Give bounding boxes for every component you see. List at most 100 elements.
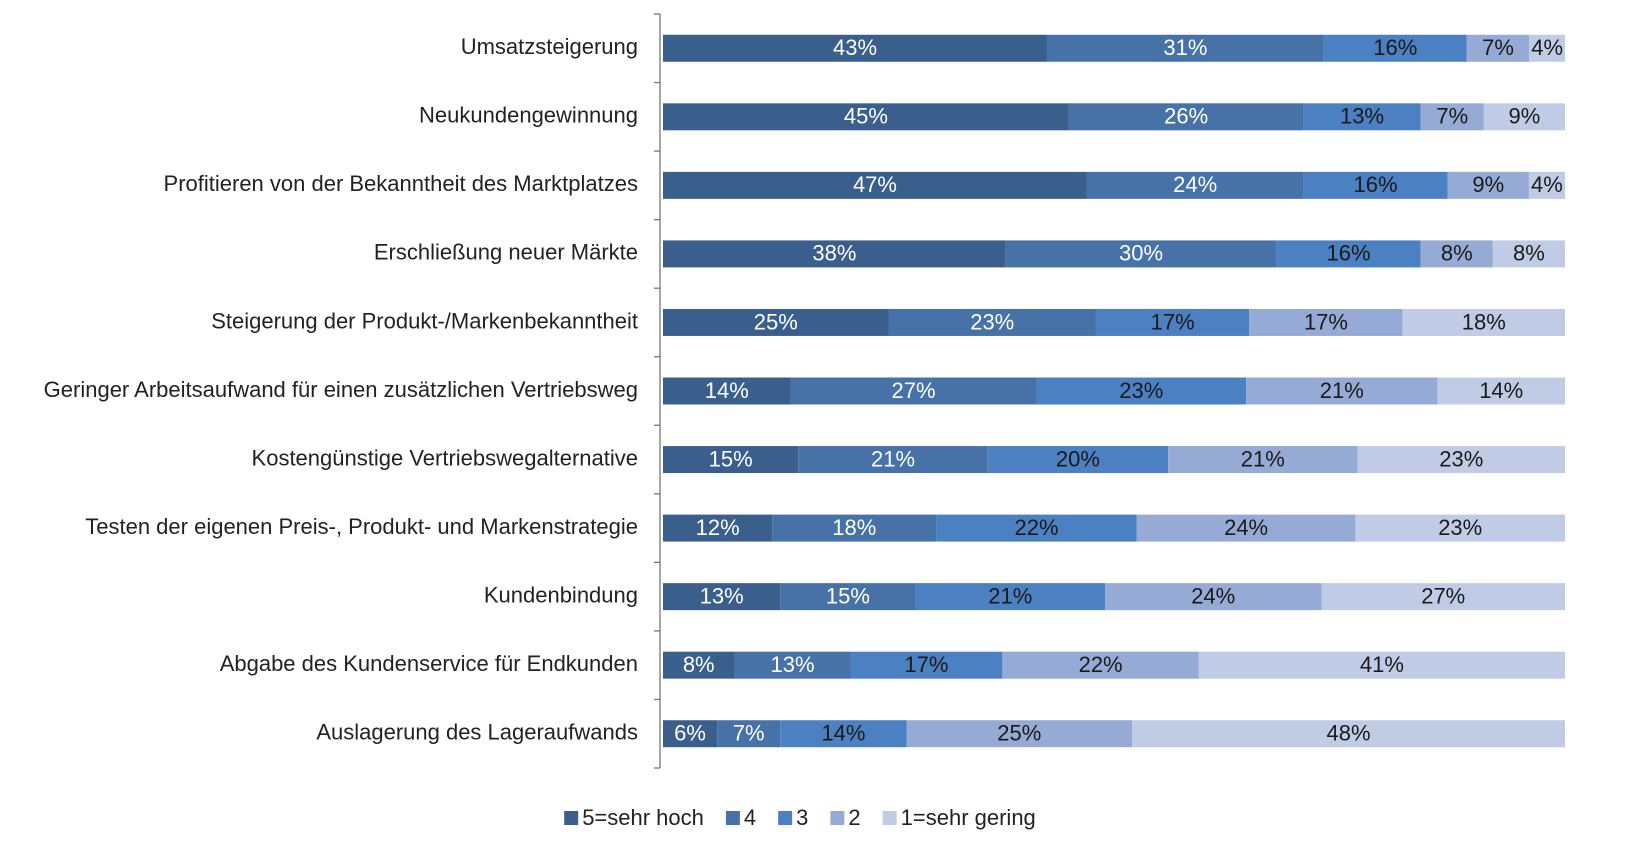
data-label: 16% [1354,172,1398,197]
bar-segment [987,446,1169,474]
data-label: 48% [1326,721,1370,746]
category-label: Geringer Arbeitsaufwand für einen zusätz… [44,377,638,402]
bar-segment [1357,446,1565,474]
bar-segment [936,514,1137,542]
bar-segment [780,720,907,748]
bar-segment [1402,308,1565,336]
bar-segment [1529,34,1565,62]
category-label: Umsatzsteigerung [461,34,638,59]
bar-segment [1246,377,1438,405]
bar-segment [1303,171,1448,199]
data-label: 23% [1438,515,1482,540]
data-label: 22% [1079,652,1123,677]
data-label: 17% [1151,309,1195,334]
bar-segment [1528,171,1565,199]
bar-segment [717,720,781,748]
category-label: Steigerung der Produkt-/Markenbekannthei… [211,308,638,333]
category-label: Kostengünstige Vertriebswegalternative [252,445,638,470]
legend-label: 4 [744,805,756,830]
legend-label: 1=sehr gering [901,805,1036,830]
data-label: 16% [1326,241,1370,266]
data-label: 4% [1531,172,1563,197]
bar-segment [1036,377,1247,405]
category-label: Kundenbindung [484,582,638,607]
data-label: 47% [853,172,897,197]
category-label: Abgabe des Kundenservice für Endkunden [220,651,638,676]
data-label: 25% [754,309,798,334]
bar-segment [1447,171,1529,199]
data-label: 21% [1241,446,1285,471]
data-label: 16% [1373,35,1417,60]
bar-segment [850,651,1003,679]
bar-segment [1005,240,1277,268]
bar-segment [1002,651,1199,679]
data-label: 15% [826,583,870,608]
data-label: 21% [871,446,915,471]
bar-segment [772,514,937,542]
legend-swatch [725,811,740,825]
bar-segment [1492,240,1565,268]
bar-segment [906,720,1133,748]
data-label: 24% [1191,583,1235,608]
bar-segment [1321,583,1565,611]
bar-segment [1136,514,1356,542]
data-label: 24% [1224,515,1268,540]
data-label: 14% [1479,378,1523,403]
bar-segment [1132,720,1565,748]
bar-segment [1437,377,1565,405]
data-label: 14% [705,378,749,403]
data-label: 23% [1119,378,1163,403]
data-label: 18% [832,515,876,540]
data-label: 38% [812,241,856,266]
bar-segment [798,446,988,474]
data-label: 18% [1462,309,1506,334]
category-label: Profitieren von der Bekanntheit des Mark… [164,171,638,196]
bar-segment [663,446,799,474]
bar-segment [1323,34,1467,62]
bar-segment [1420,240,1493,268]
bar-segment [663,103,1069,131]
data-label: 22% [1015,515,1059,540]
data-label: 23% [970,309,1014,334]
bar-segment [915,583,1105,611]
category-label: Auslagerung des Lageraufwands [316,720,638,745]
category-label: Neukundengewinnung [419,103,638,128]
bar-segment [1355,514,1565,542]
data-label: 17% [1304,309,1348,334]
bar-segment [1303,103,1421,131]
bar-segment [663,651,735,679]
bar-segment [663,377,791,405]
bar-segment [1249,308,1403,336]
data-label: 43% [833,35,877,60]
bar-segment [663,720,718,748]
bar-segment [663,308,889,336]
data-label: 9% [1509,104,1541,129]
data-label: 41% [1360,652,1404,677]
data-label: 4% [1531,35,1563,60]
data-label: 7% [733,721,765,746]
data-label: 27% [1421,583,1465,608]
bar-segment [888,308,1096,336]
data-label: 7% [1482,35,1514,60]
data-label: 13% [770,652,814,677]
bar-segment [663,583,781,611]
bar-segment [1276,240,1421,268]
data-label: 20% [1056,446,1100,471]
data-label: 24% [1173,172,1217,197]
bar-segment [663,240,1006,268]
data-label: 9% [1472,172,1504,197]
legend-swatch [882,811,897,825]
data-label: 13% [1340,104,1384,129]
legend-label: 3 [796,805,808,830]
bar-segment [790,377,1037,405]
data-label: 31% [1163,35,1207,60]
data-label: 7% [1436,104,1468,129]
data-label: 21% [988,583,1032,608]
data-label: 25% [997,721,1041,746]
data-label: 27% [892,378,936,403]
data-label: 12% [696,515,740,540]
data-label: 13% [700,583,744,608]
data-label: 6% [674,721,706,746]
data-label: 8% [1513,241,1545,266]
